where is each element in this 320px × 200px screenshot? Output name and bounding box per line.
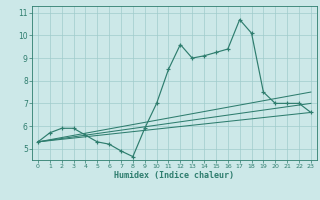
X-axis label: Humidex (Indice chaleur): Humidex (Indice chaleur) xyxy=(115,171,234,180)
